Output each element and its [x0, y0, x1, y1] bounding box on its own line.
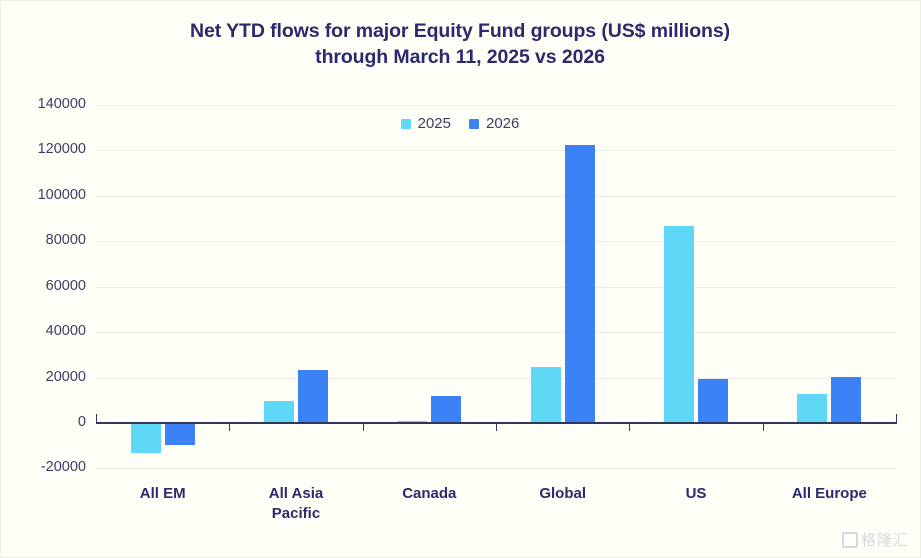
watermark-icon — [841, 531, 858, 548]
gridline — [96, 377, 896, 379]
watermark: 格隆汇 — [841, 529, 909, 550]
bar[interactable] — [530, 366, 561, 423]
chart-title-line-2: through March 11, 2025 vs 2026 — [315, 46, 605, 68]
x-axis-right-cap — [896, 414, 897, 424]
y-tick-label: 40000 — [45, 323, 86, 340]
chart-legend: 2025 2026 — [330, 116, 590, 131]
bar[interactable] — [797, 394, 828, 423]
bar[interactable] — [130, 423, 161, 453]
bar[interactable] — [164, 423, 195, 445]
y-tick-label: -20000 — [40, 459, 86, 476]
x-category-label-line: All Europe — [791, 485, 867, 502]
y-tick-label: 100000 — [37, 186, 86, 203]
x-category-label-line: Canada — [402, 485, 457, 502]
gridline — [96, 195, 896, 197]
legend-swatch-2026 — [469, 118, 479, 129]
legend-swatch-2025 — [400, 118, 411, 129]
x-category-label: Global — [496, 484, 629, 504]
plot-area-negative — [96, 423, 896, 471]
gridline — [96, 241, 896, 243]
bar[interactable] — [564, 145, 595, 423]
x-category-label-line: Global — [539, 485, 586, 502]
x-category-label-line: All EM — [139, 485, 186, 502]
gridline — [96, 332, 896, 334]
x-axis-tick — [496, 422, 497, 431]
x-category-label: All Europe — [763, 484, 896, 504]
x-category-label-line: US — [685, 485, 707, 502]
legend-item-2025[interactable]: 2025 — [400, 115, 451, 132]
x-category-label-line: All Asia — [268, 485, 324, 502]
x-axis-tick — [229, 422, 231, 431]
x-axis-labels: All EM All Asia Pacific Canada Global US All E… — [96, 484, 896, 554]
bar[interactable] — [664, 225, 694, 423]
bar[interactable] — [431, 395, 462, 423]
y-tick-label: 20000 — [45, 368, 86, 385]
gridline — [96, 286, 896, 288]
y-tick-label: 140000 — [37, 96, 86, 112]
gridline — [96, 105, 896, 106]
y-tick-label: 60000 — [45, 277, 86, 294]
bar[interactable] — [397, 420, 428, 423]
bar[interactable] — [698, 379, 728, 423]
x-category-label-line: Pacific — [271, 505, 321, 522]
plot-area-positive — [96, 96, 896, 423]
x-axis-tick — [362, 422, 364, 431]
x-category-label: All Asia Pacific — [229, 484, 362, 524]
y-tick-label: 80000 — [45, 232, 86, 249]
gridline — [96, 468, 896, 470]
x-axis-tick — [762, 422, 764, 431]
y-axis-labels: 140000 120000 100000 80000 60000 40000 20000 0 -… — [0, 0, 86, 558]
chart-title-line-1: Net YTD flows for major Equity Fund grou… — [190, 20, 730, 42]
gridline — [96, 150, 896, 152]
legend-item-2026[interactable]: 2026 — [469, 116, 519, 131]
x-category-label: US — [629, 484, 762, 504]
x-category-label: Canada — [363, 484, 496, 504]
y-tick-label: 120000 — [37, 141, 86, 158]
x-axis-left-cap — [96, 414, 97, 424]
bar[interactable] — [831, 376, 862, 423]
chart-title: Net YTD flows for major Equity Fund grou… — [60, 18, 860, 70]
x-axis-tick — [629, 422, 631, 431]
x-category-label: All EM — [96, 484, 229, 504]
legend-label-2026: 2026 — [486, 115, 520, 132]
y-tick-label: 0 — [77, 414, 86, 430]
watermark-text: 格隆汇 — [860, 532, 909, 549]
bar[interactable] — [298, 369, 328, 423]
legend-label-2025: 2025 — [417, 115, 451, 132]
bar[interactable] — [264, 400, 294, 423]
